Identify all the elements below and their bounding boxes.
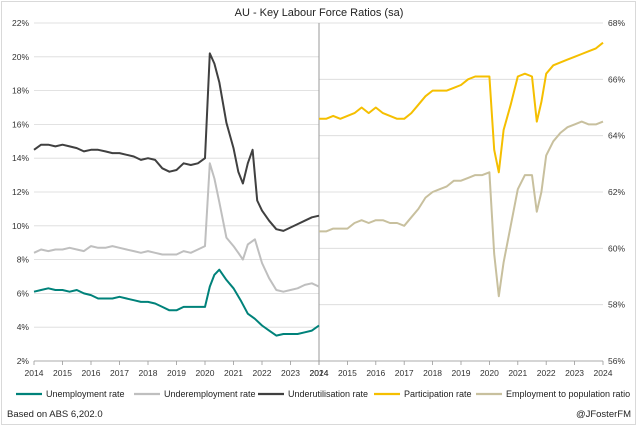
x-tick-label: 2016 — [82, 368, 101, 378]
y-tick-label: 4% — [17, 322, 30, 332]
y-tick-label: 62% — [608, 187, 625, 197]
legend-label: Unemployment rate — [46, 389, 125, 399]
series-line-employment-to-population-ratio — [319, 122, 603, 297]
x-tick-label: 2020 — [480, 368, 499, 378]
x-tick-label: 2018 — [139, 368, 158, 378]
legend-label: Underemployment rate — [164, 389, 256, 399]
y-tick-label: 22% — [12, 18, 29, 28]
series-line-unemployment-rate — [34, 270, 319, 336]
x-tick-label: 2019 — [452, 368, 471, 378]
y-tick-label: 20% — [12, 52, 29, 62]
x-tick-label: 2021 — [224, 368, 243, 378]
y-tick-label: 58% — [608, 300, 625, 310]
x-tick-label: 2015 — [338, 368, 357, 378]
y-tick-label: 2% — [17, 356, 30, 366]
x-tick-label: 2022 — [537, 368, 556, 378]
x-tick-label: 2014 — [25, 368, 44, 378]
x-tick-label: 2019 — [167, 368, 186, 378]
y-tick-label: 18% — [12, 86, 29, 96]
series-line-underutilisation-rate — [34, 53, 319, 231]
series-line-underemployment-rate — [34, 163, 319, 291]
x-tick-label: 2016 — [366, 368, 385, 378]
series-line-participation-rate — [319, 43, 603, 173]
legend-label: Participation rate — [404, 389, 472, 399]
y-tick-label: 68% — [608, 18, 625, 28]
x-tick-label: 2018 — [423, 368, 442, 378]
source-note: Based on ABS 6,202.0 — [7, 409, 103, 420]
y-tick-label: 56% — [608, 356, 625, 366]
y-tick-label: 16% — [12, 119, 29, 129]
y-tick-label: 6% — [17, 288, 30, 298]
legend-label: Employment to population ratio — [506, 389, 630, 399]
y-tick-label: 12% — [12, 187, 29, 197]
chart-title: AU - Key Labour Force Ratios (sa) — [235, 7, 404, 19]
x-tick-label: 2017 — [110, 368, 129, 378]
credit-label: @JFosterFM — [576, 409, 631, 420]
x-tick-label: 2020 — [196, 368, 215, 378]
y-tick-label: 66% — [608, 74, 625, 84]
y-tick-label: 14% — [12, 153, 29, 163]
x-tick-label: 2021 — [508, 368, 527, 378]
x-tick-label: 2015 — [53, 368, 72, 378]
x-tick-label: 2014 — [310, 368, 329, 378]
x-tick-label: 2023 — [281, 368, 300, 378]
y-tick-label: 60% — [608, 243, 625, 253]
x-tick-label: 2023 — [565, 368, 584, 378]
y-tick-label: 64% — [608, 131, 625, 141]
legend-label: Underutilisation rate — [288, 389, 368, 399]
x-tick-label: 2024 — [594, 368, 613, 378]
y-tick-label: 10% — [12, 221, 29, 231]
x-tick-label: 2017 — [395, 368, 414, 378]
y-tick-label: 8% — [17, 255, 30, 265]
x-tick-label: 2022 — [253, 368, 272, 378]
